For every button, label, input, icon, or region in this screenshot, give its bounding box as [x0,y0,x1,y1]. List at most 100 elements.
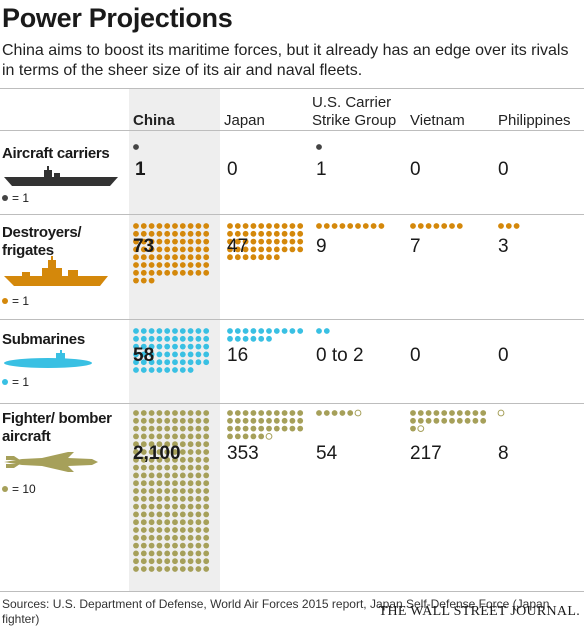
unit-dot [140,495,147,502]
value-us-fighters: 54 [316,443,338,464]
unit-dot [250,433,257,440]
unit-dot [187,254,194,261]
unit-dot [148,335,155,342]
unit-dot [227,328,233,334]
unit-dot [258,238,265,245]
unit-dot [297,425,304,432]
unit-dot [203,550,210,557]
unit-dot [179,519,186,526]
unit-dot [148,472,155,479]
unit-dot [281,410,288,416]
unit-dot [148,511,155,518]
legend-text: = 1 [12,375,30,389]
unit-dot [156,262,163,268]
unit-dot [172,558,178,565]
unit-dot [148,223,155,229]
unit-dot [179,410,186,416]
unit-dot [258,223,265,229]
unit-dot [195,519,202,526]
unit-dot [156,425,163,432]
unit-dot [195,335,202,342]
unit-dot [433,223,440,229]
unit-dot [203,534,210,541]
unit-dot [179,558,186,565]
unit-dot [156,359,163,366]
unit-dot [203,488,210,494]
unit-dot [164,511,171,518]
unit-dot [140,359,147,366]
unit-dot [425,417,432,424]
unit-dot [203,328,210,334]
unit-dot [203,359,210,366]
unit-dot [164,230,171,237]
unit-dot [187,367,194,373]
unit-dot [156,527,163,533]
unit-dot [156,230,163,237]
unit-dot [441,410,448,416]
unit-dot [441,417,448,424]
legend-text: = 1 [12,191,30,205]
unit-dot [172,223,178,229]
unit-dot [164,503,171,510]
unit-dot [133,488,139,494]
unit-dot [195,472,202,479]
unit-dot [164,527,171,533]
unit-dot [179,367,186,373]
unit-dot [164,359,171,366]
unit-dot [281,230,288,237]
unit-dot [195,511,202,518]
unit-dot [417,425,425,433]
unit-dot [250,425,257,432]
unit-dot [172,328,178,334]
unit-dot [289,246,296,253]
unit-dot [172,417,178,424]
unit-dot [242,417,249,424]
unit-dot [164,566,171,572]
unit-dot [148,410,155,416]
unit-dot [133,534,139,541]
unit-dot [133,351,139,358]
unit-dot [179,351,186,358]
unit-dot [172,359,178,366]
unit-dot [156,343,163,350]
unit-dot [156,328,163,334]
unit-dot [203,441,210,448]
unit-dot [441,223,448,229]
unit-dot [164,433,171,440]
unit-dot [187,511,194,518]
unit-dot [410,410,416,416]
unit-dot [148,367,155,373]
value-vietnam-destroyers: 7 [410,236,421,257]
unit-dot [140,472,147,479]
unit-dot [273,246,280,253]
unit-dot [179,464,186,471]
unit-dot [203,511,210,518]
unit-dot [172,367,178,373]
unit-dot [148,566,155,572]
unit-dot [164,542,171,549]
unit-dot [195,254,202,261]
unit-dot [187,335,194,342]
chart-subtitle: China aims to boost its maritime forces,… [2,42,569,79]
unit-dot [156,558,163,565]
unit-dot [195,558,202,565]
value-japan-destroyers: 47 [227,236,249,257]
unit-dot [449,223,455,229]
unit-dot [172,488,178,494]
unit-dot [203,527,210,533]
unit-dot [203,238,210,245]
unit-dot [227,433,233,440]
value-vietnam-fighters: 217 [410,443,442,464]
unit-dot [140,441,147,448]
unit-dot [140,480,147,487]
unit-dot [227,246,233,253]
unit-dot [187,262,194,268]
unit-dot [187,269,194,276]
unit-dot [258,417,265,424]
unit-dot [179,503,186,510]
unit-dot [156,495,163,502]
unit-dot [266,417,272,424]
unit-dot [156,367,163,373]
unit-dot [203,223,210,229]
value-china-submarines: 58 [133,345,155,366]
